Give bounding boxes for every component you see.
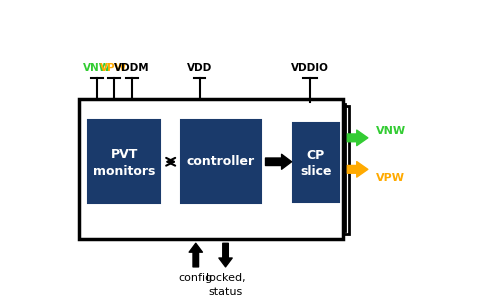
Text: VNW: VNW (376, 126, 407, 136)
FancyBboxPatch shape (88, 120, 160, 203)
FancyBboxPatch shape (79, 99, 343, 239)
Text: VPW: VPW (376, 172, 405, 182)
Text: VPW: VPW (100, 62, 128, 72)
Text: VDD: VDD (187, 62, 212, 72)
Text: VNW: VNW (83, 62, 111, 72)
FancyBboxPatch shape (292, 123, 339, 202)
Text: config: config (179, 273, 213, 283)
Text: CP: CP (307, 149, 325, 162)
Text: status: status (208, 287, 243, 297)
Text: monitors: monitors (93, 165, 156, 178)
FancyBboxPatch shape (287, 104, 345, 231)
Text: controller: controller (187, 155, 255, 168)
FancyBboxPatch shape (291, 106, 349, 234)
Text: VDDIO: VDDIO (291, 62, 329, 72)
FancyBboxPatch shape (181, 120, 261, 203)
Text: VDDM: VDDM (114, 62, 150, 72)
FancyBboxPatch shape (282, 102, 340, 229)
Text: PVT: PVT (110, 148, 138, 161)
Text: slice: slice (300, 165, 332, 178)
Text: locked,: locked, (206, 273, 245, 283)
